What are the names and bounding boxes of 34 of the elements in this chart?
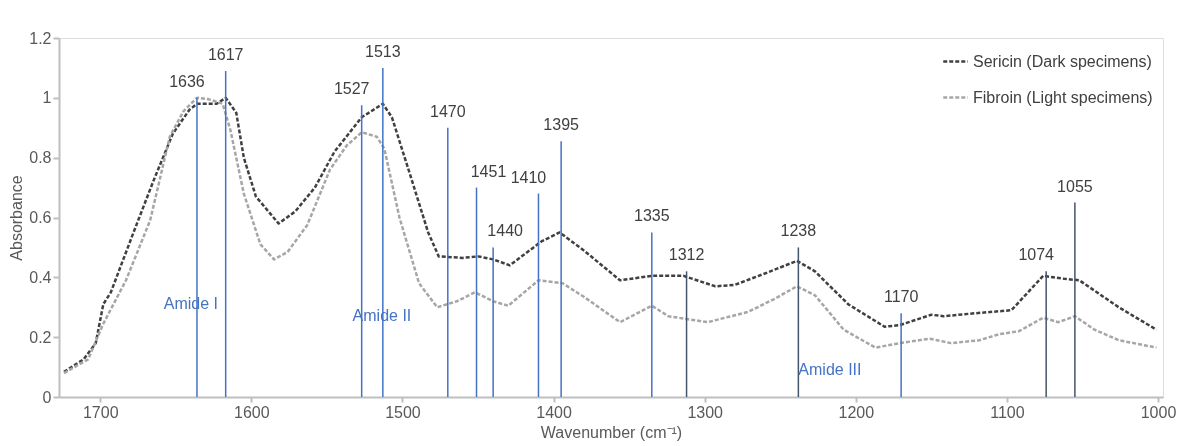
annotation: 1410 (510, 168, 547, 186)
annotation: 1170 (883, 288, 919, 306)
y-tick-label: 0.6 (29, 209, 52, 226)
annotation: 1074 (1018, 246, 1055, 264)
x-tick-label: 1300 (687, 403, 724, 421)
x-tick-label: 1700 (82, 403, 119, 421)
annotation: 1513 (365, 42, 401, 60)
y-tick-label: 1 (42, 89, 52, 107)
x-tick-label: 1500 (385, 403, 421, 421)
y-axis-title: Absorbance (8, 175, 26, 261)
x-axis-title: Wavenumber (cm⁻¹) (540, 423, 683, 441)
y-tick-label: 1.2 (29, 29, 52, 47)
x-tick-label: 1100 (990, 403, 1025, 421)
x-tick-label: 1200 (838, 403, 875, 421)
annotation: 1451 (470, 162, 507, 180)
annotation: 1395 (543, 116, 580, 134)
annotation: 1055 (1057, 177, 1093, 195)
y-tick-label: 0.4 (29, 268, 52, 286)
y-tick-label: 0.8 (29, 149, 52, 167)
x-tick-label: 1000 (1140, 403, 1177, 421)
annotation: 1527 (333, 80, 370, 98)
annotation: 1617 (207, 45, 244, 63)
annotation: 1470 (430, 102, 466, 120)
annotation: 1238 (780, 222, 817, 240)
x-tick-label: 1400 (536, 403, 572, 421)
annotation: 1440 (487, 222, 524, 240)
legend-label: Sericin (Dark specimens) (973, 52, 1152, 70)
annotation: 1636 (169, 72, 205, 90)
annotation: 1335 (634, 207, 670, 225)
annotation: 1312 (668, 246, 705, 264)
legend-label: Fibroin (Light specimens) (973, 88, 1153, 106)
y-tick-label: 0.2 (29, 328, 52, 346)
y-tick-label: 0 (42, 388, 52, 406)
x-tick-label: 1600 (234, 403, 270, 421)
